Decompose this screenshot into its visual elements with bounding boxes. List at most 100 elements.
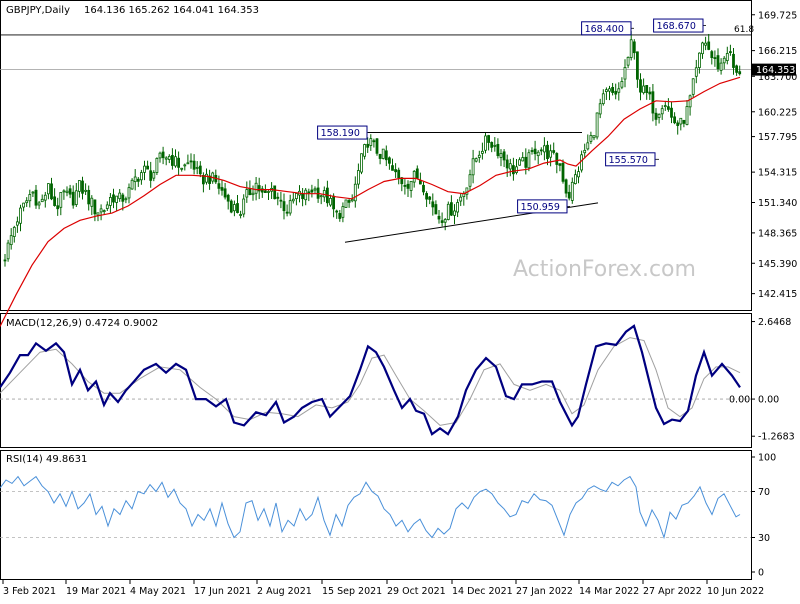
- candle-body: [257, 185, 261, 192]
- candle-body: [62, 190, 66, 193]
- rsi-y-tick-label: 100: [758, 453, 776, 464]
- moving-average-line: [0, 76, 741, 327]
- price-reference-lines: 61.8: [0, 25, 754, 71]
- candle-body: [149, 170, 153, 181]
- candle-body: [319, 195, 323, 198]
- candle-body: [360, 153, 363, 173]
- candle-body: [133, 176, 137, 183]
- candle-body: [363, 144, 367, 157]
- candle-body: [102, 210, 106, 212]
- candle-body: [15, 221, 19, 226]
- candle-body: [263, 190, 267, 193]
- price-candles: [3, 31, 742, 267]
- candle-body: [521, 157, 525, 162]
- candle-body: [732, 53, 735, 68]
- candle-body: [614, 90, 618, 95]
- candle-body: [409, 180, 413, 191]
- x-tick-label: 27 Jan 2022: [516, 586, 573, 597]
- candle-body: [226, 194, 230, 202]
- candle-body: [645, 85, 649, 93]
- candle-body: [232, 204, 236, 212]
- candle-body: [670, 107, 673, 118]
- candle-body: [453, 210, 456, 216]
- candle-body: [570, 181, 574, 201]
- watermark: ActionForex.com: [513, 257, 696, 282]
- candle-body: [422, 184, 425, 193]
- candle-body: [533, 148, 537, 155]
- candle-body: [639, 79, 642, 93]
- candle-body: [636, 51, 639, 80]
- candle-body: [50, 183, 53, 200]
- price-label-box: [581, 21, 632, 36]
- candle-body: [158, 152, 162, 159]
- price-label: 155.570: [609, 155, 648, 166]
- candle-body: [654, 112, 658, 120]
- candle-body: [356, 170, 360, 185]
- candle-body: [273, 185, 277, 200]
- macd-zero-label: 0.00: [729, 395, 750, 406]
- candle-body: [468, 174, 472, 187]
- candle-body: [267, 191, 270, 193]
- candle-body: [608, 88, 611, 92]
- candle-body: [136, 178, 140, 182]
- candle-body: [332, 195, 336, 210]
- candle-body: [372, 140, 376, 143]
- price-y-axis: 169.725 166.215 163.700 160.225 157.795 154.3…: [751, 10, 797, 300]
- rsi-pane-frame: [0, 450, 752, 580]
- pane-frames: [0, 0, 752, 580]
- candle-body: [601, 93, 605, 105]
- candle-body: [722, 57, 726, 64]
- x-tick-label: 19 Mar 2021: [66, 586, 126, 597]
- candle-body: [418, 180, 422, 185]
- candle-body: [74, 190, 78, 205]
- candle-body: [415, 168, 419, 179]
- candle-body: [586, 142, 590, 150]
- candle-body: [617, 88, 621, 93]
- candle-body: [174, 156, 177, 167]
- price-y-tick-label: 148.365: [758, 228, 797, 239]
- price-overlays: 158.190 150.959 168.400 155.570 168.670 164.3…: [0, 18, 796, 327]
- x-tick-label: 14 Dec 2021: [452, 586, 513, 597]
- price-y-tick-label: 154.315: [758, 168, 797, 179]
- candle-body: [344, 199, 348, 208]
- candle-body: [65, 190, 69, 193]
- candle-body: [549, 150, 552, 158]
- candle-body: [40, 198, 44, 203]
- rsi-y-tick-label: 0: [758, 568, 764, 579]
- price-label-box: [605, 152, 656, 167]
- candle-body: [387, 157, 391, 164]
- candle-body: [660, 108, 664, 115]
- candle-body: [245, 189, 249, 198]
- candle-body: [139, 172, 143, 181]
- x-tick-label: 14 Mar 2022: [579, 586, 639, 597]
- candle-body: [527, 152, 531, 169]
- candle-body: [105, 204, 109, 209]
- price-pane-frame: [0, 0, 752, 311]
- price-y-tick-label: 169.725: [758, 10, 797, 21]
- candle-body: [673, 116, 676, 124]
- candle-body: [536, 151, 540, 157]
- candle-body: [350, 198, 354, 202]
- price-pane-ohlc: 164.136 165.262 164.041 164.353: [84, 5, 259, 16]
- candle-body: [167, 155, 171, 160]
- current-price-tag: [752, 63, 796, 76]
- x-tick-label: 27 Apr 2022: [643, 586, 702, 597]
- candle-body: [428, 196, 432, 200]
- candle-body: [477, 154, 481, 158]
- candle-body: [583, 149, 587, 154]
- candle-body: [580, 154, 583, 171]
- candle-body: [456, 202, 460, 213]
- rsi-line: [0, 475, 741, 540]
- candle-body: [555, 153, 559, 165]
- candle-body: [735, 65, 738, 73]
- candle-body: [574, 174, 577, 184]
- candle-body: [719, 62, 723, 71]
- candle-body: [725, 53, 729, 61]
- x-tick-label: 17 Jun 2021: [194, 586, 251, 597]
- candle-body: [698, 52, 701, 68]
- candle-body: [118, 192, 122, 200]
- candle-body: [397, 169, 401, 179]
- candle-body: [480, 150, 484, 154]
- candle-body: [201, 175, 205, 185]
